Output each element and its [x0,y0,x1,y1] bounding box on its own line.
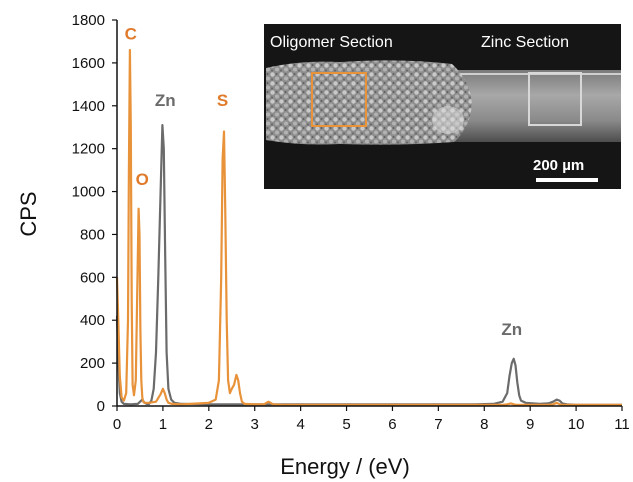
scale-bar-label: 200 µm [533,157,584,174]
x-tick-label: 6 [388,416,396,433]
x-tick-label: 10 [568,416,585,433]
zinc-section-label: Zinc Section [481,34,569,51]
oligomer-section-label: Oligomer Section [270,34,393,51]
x-tick-label: 4 [296,416,304,433]
x-tick-label: 2 [205,416,213,433]
peak-label-zn: Zn [155,91,176,110]
x-axis-title: Energy / (eV) [280,454,410,479]
series-layer [115,48,622,406]
y-tick-label: 800 [80,226,105,243]
y-tick-label: 600 [80,269,105,286]
oligomer-coating [266,60,472,145]
y-tick-label: 1800 [72,12,105,29]
x-tick-label: 8 [480,416,488,433]
peak-label-c: C [125,24,137,43]
series-line-orange [115,48,622,406]
y-tick-label: 1400 [72,98,105,115]
coating-edge-glow [432,106,464,134]
y-tick-label: 400 [80,312,105,329]
zinc-roi-box [528,72,582,126]
x-tick-label: 9 [526,416,534,433]
y-tick-label: 0 [97,398,105,415]
peak-label-zn: Zn [501,320,522,339]
x-tick-label: 1 [159,416,167,433]
y-tick-label: 1000 [72,184,105,201]
y-tick-label: 1600 [72,55,105,72]
x-tick-label: 5 [342,416,350,433]
x-tick-label: 11 [614,416,630,433]
oligomer-roi-box [311,72,367,127]
x-tick-label: 3 [251,416,259,433]
peak-labels-layer: C O Zn S Zn [125,24,523,339]
peak-label-o: O [136,170,149,189]
peak-label-s: S [217,91,228,110]
y-tick-label: 200 [80,355,105,372]
y-axis-title: CPS [16,191,41,236]
x-tick-label: 0 [113,416,121,433]
ticks-layer: 0 1 2 3 4 5 6 7 8 9 10 11 0 200 400 600 800 1000 1200 1400 1… [72,12,630,433]
x-tick-label: 7 [434,416,442,433]
sem-micrograph-inset: Oligomer Section Zinc Section 200 µm [264,24,621,189]
y-tick-label: 1200 [72,141,105,158]
